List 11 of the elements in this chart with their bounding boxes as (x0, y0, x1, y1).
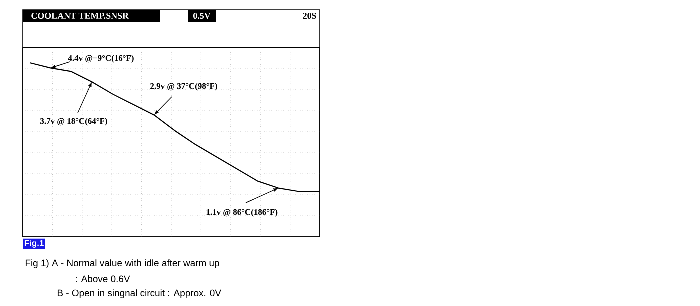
annotation: 2.9v @ 37°C(98°F) (150, 83, 218, 91)
text: 20S (303, 12, 316, 20)
annotation: 3.7v @ 18°C(64°F) (40, 118, 108, 126)
annotation: 1.1v @ 86°C(186°F) (206, 209, 278, 217)
text: 4.4v @−9°C(16°F) (68, 55, 134, 63)
text: : Above 0.6V (76, 276, 130, 282)
caption: Fig 1) A - Normal value with idle after warm up (26, 260, 220, 268)
text: B - Open in singnal circuit : Approx. 0V (58, 290, 222, 298)
chart-title: COOLANT TEMP.SNSR (32, 12, 130, 20)
caption: Fig.1 (24, 240, 44, 248)
text: 0.5V (194, 12, 211, 20)
